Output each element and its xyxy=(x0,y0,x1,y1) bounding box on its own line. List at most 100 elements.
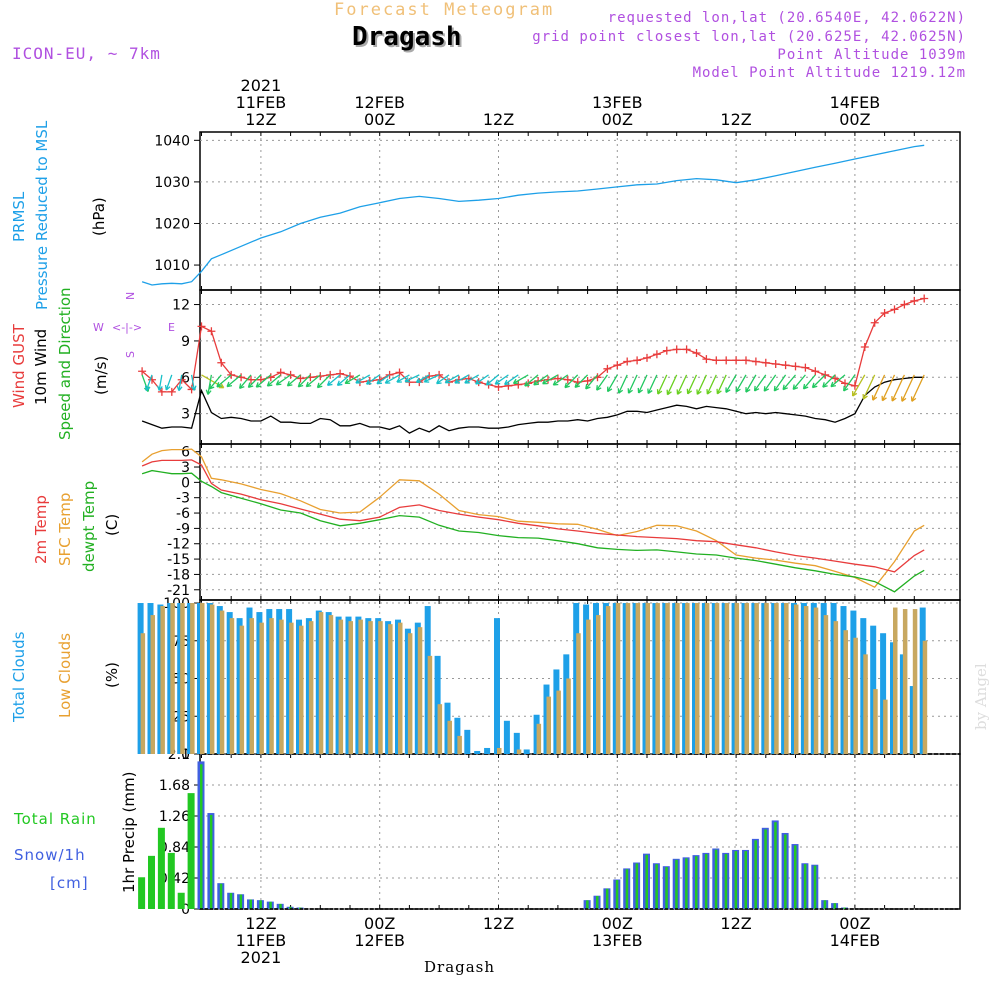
y-tick-label: 1030 xyxy=(154,175,190,191)
low-cloud-bar xyxy=(863,654,868,754)
wind-arrow xyxy=(384,374,400,384)
low-cloud-bar xyxy=(813,607,819,754)
wind-arrow xyxy=(881,374,896,402)
gust-marker xyxy=(771,359,780,368)
low-cloud-bar xyxy=(398,622,403,754)
y-tick-label: 6 xyxy=(181,370,190,386)
low-cloud-bar xyxy=(318,612,324,754)
y-tick-label: 1.26 xyxy=(159,809,190,825)
label-snow: Snow/1h xyxy=(14,846,86,864)
wind-arrow xyxy=(822,374,836,388)
total-cloud-bar xyxy=(484,747,491,754)
low-cloud-bar xyxy=(249,618,254,754)
snow-rain-overlay xyxy=(784,834,787,909)
compass-s: S xyxy=(124,351,137,358)
wind-arrow xyxy=(475,374,489,385)
low-cloud-bar xyxy=(209,604,215,754)
wind-arrow xyxy=(355,374,371,384)
snow-rain-overlay xyxy=(734,851,738,909)
low-cloud-bar xyxy=(308,621,314,754)
y-tick-label: 0 xyxy=(181,902,190,918)
y-tick-label: 1020 xyxy=(154,216,190,232)
y-tick-label: -18 xyxy=(167,567,190,583)
snow-rain-overlay xyxy=(586,900,589,909)
gust-marker xyxy=(841,379,849,388)
gust-marker xyxy=(563,375,572,384)
wind-arrow xyxy=(144,374,153,392)
rain-bar xyxy=(157,827,165,909)
wind-arrow xyxy=(156,374,163,391)
gust-marker xyxy=(682,345,691,354)
low-cloud-bar xyxy=(754,603,759,754)
y-tick-label: 6 xyxy=(181,445,190,461)
time-label-bottom: 13FEB xyxy=(592,931,643,950)
total-cloud-bar xyxy=(503,720,510,754)
gust-marker xyxy=(316,372,325,381)
snow-rain-overlay xyxy=(229,893,233,909)
low-cloud-bar xyxy=(665,603,670,754)
low-cloud-bar xyxy=(200,603,205,754)
wind-arrow xyxy=(656,374,668,395)
gust-marker xyxy=(672,345,681,354)
wind-arrow xyxy=(627,374,638,394)
gust-marker xyxy=(207,327,216,336)
time-label-bottom: 2021 xyxy=(241,948,282,967)
meteogram-title: Forecast Meteogram xyxy=(334,0,555,20)
point-altitude: Point Altitude 1039m xyxy=(777,47,966,63)
y-tick-label: -12 xyxy=(167,537,190,553)
wind-arrow xyxy=(802,374,816,390)
low-cloud-bar xyxy=(536,723,542,754)
wind-arrow xyxy=(843,374,856,392)
wind-arrow xyxy=(851,374,866,397)
wind-arrow xyxy=(666,374,678,396)
time-label-top: 12Z xyxy=(245,110,276,129)
gust-marker xyxy=(504,381,513,390)
total-cloud-bar xyxy=(523,749,530,754)
low-cloud-bar xyxy=(744,603,749,754)
gust-marker xyxy=(712,356,721,365)
low-cloud-bar xyxy=(259,622,264,754)
low-cloud-bar xyxy=(605,606,611,754)
wind-arrow xyxy=(415,374,430,383)
time-label-bottom: 11FEB xyxy=(236,931,287,950)
snow-rain-overlay xyxy=(635,863,639,909)
low-cloud-bar xyxy=(358,619,363,754)
wind-arrow xyxy=(404,374,420,383)
wind-arrow xyxy=(454,374,470,384)
snow-rain-overlay xyxy=(200,764,203,909)
wind-arrow xyxy=(365,374,381,385)
gust-marker xyxy=(791,362,800,371)
low-cloud-bar xyxy=(823,615,829,754)
y-tick-label: 0 xyxy=(181,475,190,491)
wind-arrow xyxy=(637,374,648,394)
wind-arrow xyxy=(344,374,361,385)
total-cloud-bar xyxy=(513,732,520,754)
snow-rain-overlay xyxy=(843,907,846,909)
wind-arrow xyxy=(830,374,846,388)
wind-gust-line xyxy=(141,297,925,393)
wind-arrow xyxy=(485,374,499,386)
wind-arrow xyxy=(811,374,826,389)
wind-arrow xyxy=(423,374,440,383)
snow-rain-overlay xyxy=(833,903,837,909)
snow-rain-overlay xyxy=(744,851,747,909)
snow-rain-overlay xyxy=(685,858,688,909)
wind-arrow xyxy=(297,374,311,388)
low-cloud-bar xyxy=(150,615,155,754)
y-tick-label: 100 xyxy=(163,596,190,612)
wind-arrow xyxy=(444,374,460,384)
low-cloud-bar xyxy=(893,607,898,754)
low-cloud-bar xyxy=(497,747,502,754)
wind-arrow xyxy=(316,374,331,389)
snow-rain-overlay xyxy=(625,869,629,909)
low-cloud-bar xyxy=(457,735,462,754)
snow-rain-overlay xyxy=(803,864,807,909)
model-altitude: Model Point Altitude 1219.12m xyxy=(692,65,966,81)
time-label-top: 2021 xyxy=(241,76,282,95)
rain-bar xyxy=(177,892,185,909)
snow-rain-overlay xyxy=(695,856,698,909)
compass-n: N xyxy=(124,292,137,300)
gust-marker xyxy=(870,318,879,327)
gust-marker xyxy=(197,322,206,331)
gust-marker xyxy=(148,375,156,384)
